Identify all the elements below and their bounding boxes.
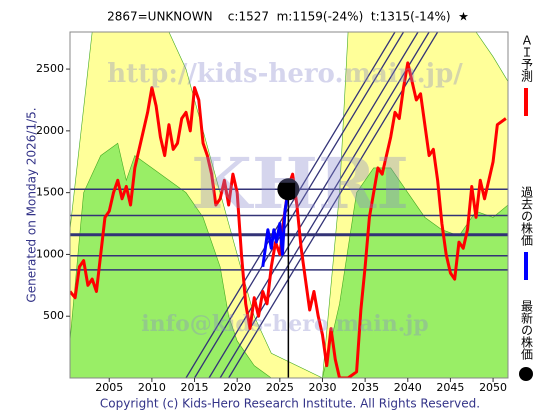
x-tick-label: 2020 [223,381,251,394]
band-area [70,142,508,378]
y-tick-label: 2500 [36,62,64,75]
plot [70,32,508,378]
footer: Copyright (c) Kids-Hero Research Institu… [100,397,480,411]
x-tick-label: 2005 [95,381,123,394]
x-tick-label: 2040 [394,381,422,394]
x-tick-label: 2025 [266,381,294,394]
legend-label: 過去の株価 [520,186,534,246]
trend-line [219,32,430,378]
x-tick-label: 2035 [351,381,379,394]
legend-label: 最新の株価 [520,300,534,360]
watermark: info@kids-hero.main.jp [141,311,428,337]
side-note: Generated on Monday 2026/1/5. [25,107,39,302]
y-tick-label: 500 [43,309,64,322]
legend-swatch [519,367,533,381]
trend-line [185,32,396,378]
series-line [261,189,290,267]
chart-title: 2867=UNKNOWN c:1527 m:1159(-24%) t:1315(… [107,10,469,24]
legend-label: ＡＩ予測 [520,34,534,83]
latest-point [277,178,300,201]
x-tick-label: 2015 [181,381,209,394]
y-tick-label: 1500 [36,186,64,199]
x-tick-label: 2045 [436,381,464,394]
x-tick-label: 2050 [479,381,507,394]
x-tick-label: 2010 [138,381,166,394]
watermark: http://kids-hero.main.jp/ [107,59,463,89]
trend-line [208,32,419,378]
x-tick-label: 2030 [308,381,336,394]
y-tick-label: 1000 [36,247,64,260]
watermark: KHRI [191,142,409,225]
trend-line [193,32,405,378]
plot-frame [69,31,509,379]
y-tick-label: 2000 [36,124,64,137]
